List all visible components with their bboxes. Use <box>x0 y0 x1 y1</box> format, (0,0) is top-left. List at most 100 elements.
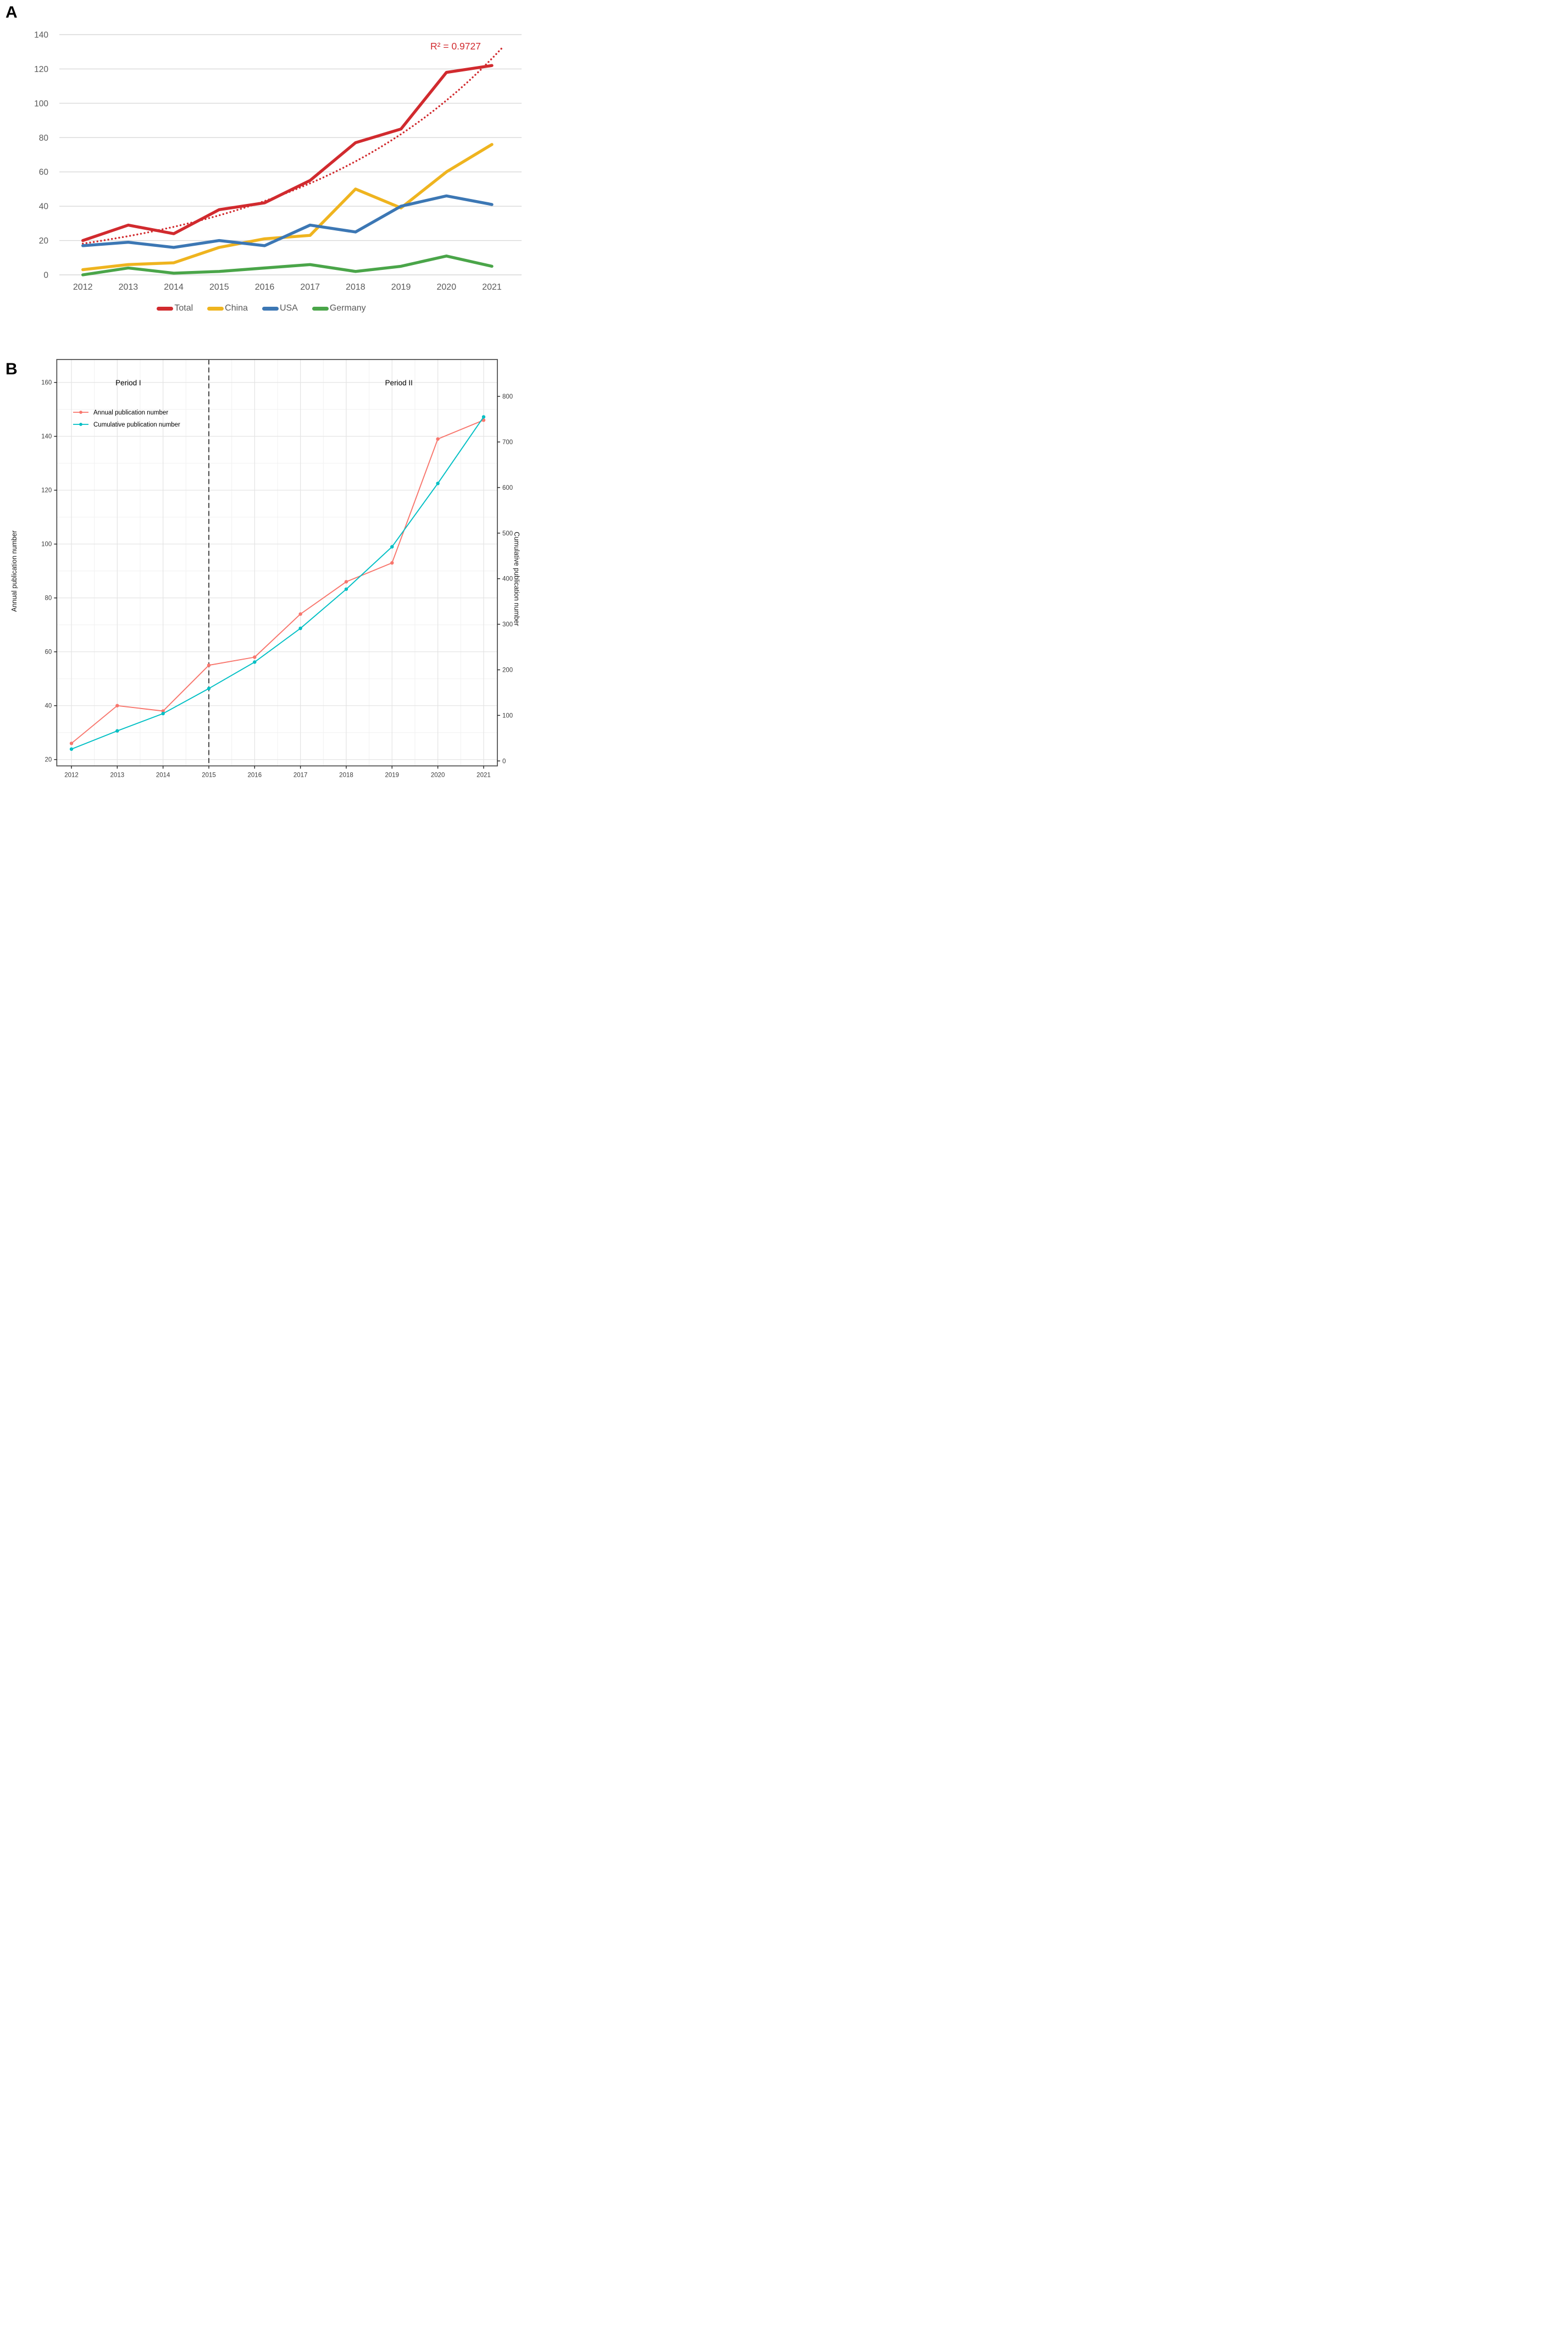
legend-item-china: China <box>207 303 248 313</box>
data-point <box>298 612 302 616</box>
panel-a-xtick-label: 2019 <box>391 283 411 292</box>
panel-a-xtick-label: 2015 <box>209 283 229 292</box>
panel-a-xtick-label: 2020 <box>437 283 457 292</box>
series-line-cumulative <box>71 416 484 750</box>
data-point <box>253 660 257 664</box>
right-tick-label: 700 <box>502 439 513 446</box>
panel-a-xtick-label: 2012 <box>73 283 93 292</box>
right-tick-label: 400 <box>502 576 513 583</box>
panel-a-ytick-label: 0 <box>43 271 48 280</box>
trendline-dotted <box>82 46 505 245</box>
right-tick-label: 0 <box>502 758 506 765</box>
legend-label: Germany <box>329 303 366 313</box>
series-line-germany <box>81 255 494 277</box>
data-point <box>436 437 440 441</box>
legend-swatch-total <box>157 306 174 311</box>
data-point <box>161 709 165 713</box>
r-squared-annotation: R² = 0.9727 <box>430 41 481 52</box>
series-line-annual <box>71 419 484 744</box>
panel-b-legend-marker <box>79 411 82 414</box>
bottom-tick-label: 2021 <box>477 772 491 778</box>
bottom-tick-label: 2020 <box>431 772 445 778</box>
left-axis-title: Annual publication number <box>10 530 18 612</box>
panel-a-xtick-label: 2013 <box>119 283 138 292</box>
panel-b-chart: 20 40 60 80 100 120 140 160 0 100 200 300 400 500 600 7… <box>10 359 520 778</box>
data-point <box>481 418 486 422</box>
bottom-tick-label: 2015 <box>202 772 216 778</box>
left-tick-label: 120 <box>41 488 52 494</box>
bottom-tick-label: 2019 <box>385 772 400 778</box>
legend-label: USA <box>279 303 298 313</box>
panel-a-xtick-label: 2014 <box>164 283 184 292</box>
data-point <box>390 545 394 549</box>
right-tick-label: 100 <box>502 712 513 719</box>
data-point <box>298 626 302 631</box>
panel-b-legend-marker <box>79 423 82 426</box>
period-label-1: Period I <box>115 379 141 387</box>
panel-a-ytick-label: 120 <box>34 65 48 74</box>
bottom-tick-label: 2018 <box>339 772 353 778</box>
panel-a-ytick-label: 40 <box>39 202 49 212</box>
bottom-tick-label: 2013 <box>110 772 125 778</box>
data-point <box>344 587 348 591</box>
panel-a-chart: 0 20 40 60 80 100 120 140 2012 2013 2014 2015 2016 20… <box>34 31 522 292</box>
right-axis-title: Cumulative publication number <box>513 532 520 626</box>
left-tick-label: 160 <box>41 380 52 386</box>
data-point <box>390 561 394 565</box>
data-point <box>481 415 486 419</box>
left-tick-label: 80 <box>45 595 52 602</box>
panel-b-label: B <box>5 360 18 378</box>
panel-b-legend-label: Cumulative publication number <box>93 422 180 428</box>
bottom-tick-label: 2017 <box>293 772 308 778</box>
figure-root: A 0 20 40 60 80 100 120 140 2012 2013 2014 2015 2016… <box>0 0 523 783</box>
right-tick-label: 300 <box>502 622 513 628</box>
right-tick-label: 500 <box>502 530 513 537</box>
panel-a-xtick-label: 2021 <box>482 283 502 292</box>
left-tick-label: 60 <box>45 649 52 656</box>
panel-a-ytick-label: 80 <box>39 134 49 143</box>
data-point <box>161 711 165 716</box>
series-line-total <box>81 64 494 242</box>
data-point <box>436 482 440 485</box>
data-point <box>115 704 119 707</box>
panel-a-ytick-label: 140 <box>34 31 48 40</box>
data-point <box>115 729 119 733</box>
left-tick-label: 40 <box>45 703 52 710</box>
left-tick-label: 100 <box>41 541 52 548</box>
panel-a-ytick-label: 20 <box>39 236 49 246</box>
data-point <box>69 742 74 745</box>
panel-b-plot-border <box>56 359 498 767</box>
legend-label: Total <box>174 303 193 313</box>
legend-item-usa: USA <box>262 303 298 313</box>
panel-a-label: A <box>5 3 18 21</box>
right-tick-label: 600 <box>502 485 513 491</box>
data-point <box>69 747 74 751</box>
panel-a-xtick-label: 2017 <box>300 283 320 292</box>
data-point <box>253 655 257 659</box>
panel-a-xtick-label: 2016 <box>255 283 275 292</box>
bottom-tick-label: 2012 <box>64 772 79 778</box>
data-point <box>207 687 211 690</box>
series-line-usa <box>81 194 494 249</box>
panel-b-legend-label: Annual publication number <box>93 410 168 416</box>
left-tick-label: 140 <box>41 434 52 440</box>
panel-a-xtick-label: 2018 <box>346 283 365 292</box>
legend-swatch-usa <box>262 306 279 311</box>
panel-a-ytick-label: 100 <box>34 99 48 108</box>
bottom-tick-label: 2014 <box>156 772 170 778</box>
right-tick-label: 200 <box>502 667 513 674</box>
legend-swatch-germany <box>312 306 329 311</box>
series-line-china <box>81 143 494 272</box>
bottom-tick-label: 2016 <box>248 772 262 778</box>
legend-item-germany: Germany <box>312 303 366 313</box>
legend-item-total: Total <box>157 303 193 313</box>
right-tick-label: 800 <box>502 394 513 400</box>
panel-a-legend: Total China USA Germany <box>0 303 523 313</box>
period-label-2: Period II <box>385 379 413 387</box>
left-tick-label: 20 <box>45 757 52 764</box>
legend-label: China <box>225 303 248 313</box>
data-point <box>344 580 348 584</box>
data-point <box>207 663 211 667</box>
legend-swatch-china <box>207 306 224 311</box>
panel-a-ytick-label: 60 <box>39 168 49 177</box>
